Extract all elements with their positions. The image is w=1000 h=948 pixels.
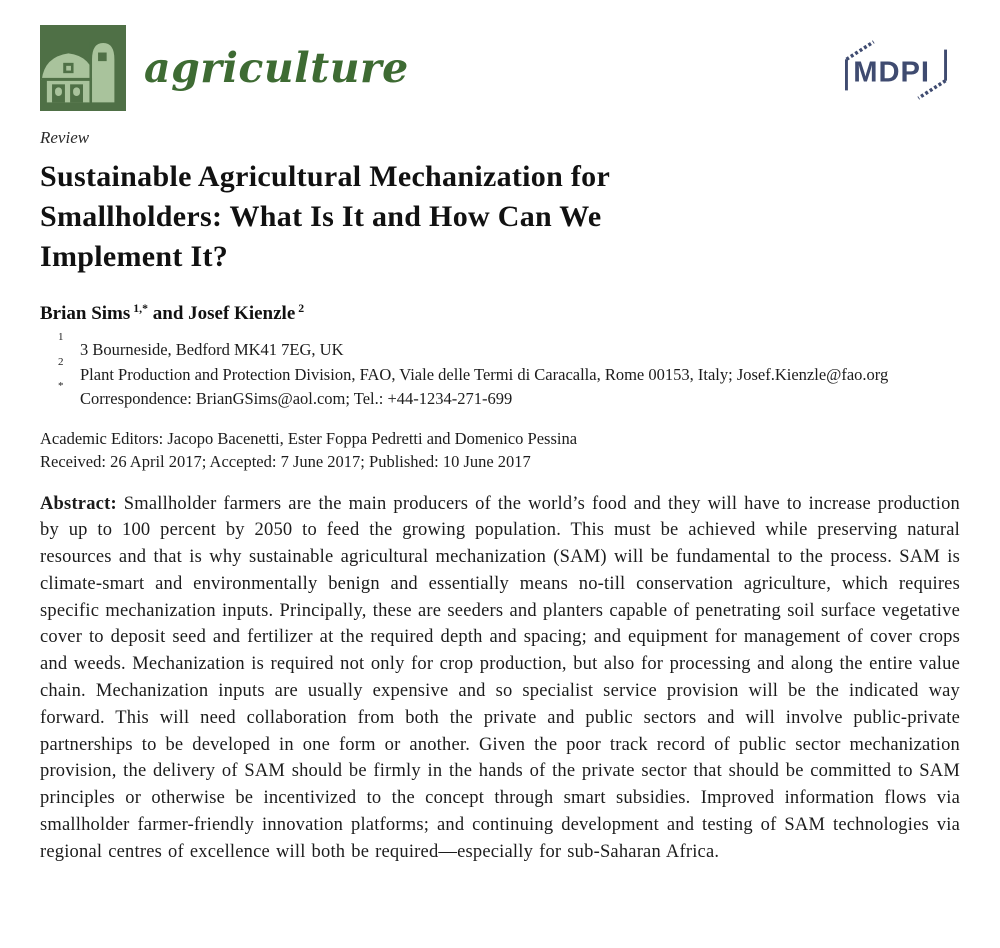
affiliation-item: 1 3 Bourneside, Bedford MK41 7EG, UK bbox=[58, 331, 344, 360]
authors-connector: and bbox=[152, 303, 184, 324]
title-line: Sustainable Agricultural Mechanization f… bbox=[40, 160, 611, 193]
authors-line: Brian Sims 1,* and Josef Kienzle 2 bbox=[40, 301, 960, 325]
page-title: Sustainable Agricultural Mechanization f… bbox=[40, 157, 960, 277]
affiliation-text: Correspondence: BrianGSims@aol.com; Tel.… bbox=[80, 389, 513, 408]
affiliation-text: 3 Bourneside, Bedford MK41 7EG, UK bbox=[80, 340, 344, 359]
barn-icon bbox=[40, 25, 126, 111]
abstract-paragraph: Abstract: Smallholder farmers are the ma… bbox=[40, 491, 960, 866]
title-line: Implement It? bbox=[40, 240, 229, 273]
abstract-label: Abstract: bbox=[40, 493, 117, 514]
affiliation-text: Plant Production and Protection Division… bbox=[80, 364, 889, 384]
editorial-info: Academic Editors: Jacopo Bacenetti, Este… bbox=[40, 427, 960, 474]
affiliation-item: * Correspondence: BrianGSims@aol.com; Te… bbox=[58, 380, 513, 409]
dates-line: Received: 26 April 2017; Accepted: 7 Jun… bbox=[40, 452, 531, 471]
mdpi-logo-icon: MDPI bbox=[845, 40, 947, 100]
journal-logo: agriculture bbox=[40, 25, 409, 111]
affiliation-list: 1 3 Bourneside, Bedford MK41 7EG, UK 2 P… bbox=[40, 331, 920, 412]
editors-line: Academic Editors: Jacopo Bacenetti, Este… bbox=[40, 428, 578, 448]
author-name: Brian Sims bbox=[40, 303, 131, 324]
abstract-text: Smallholder farmers are the main produce… bbox=[40, 493, 960, 862]
journal-header: agriculture MDPI bbox=[40, 24, 960, 112]
article-type-label: Review bbox=[40, 128, 90, 147]
journal-name: agriculture bbox=[144, 44, 409, 92]
mdpi-logo-text: MDPI bbox=[853, 57, 930, 89]
affiliation-item: 2 Plant Production and Protection Divisi… bbox=[58, 355, 889, 384]
author-superscript: 1,* bbox=[133, 301, 148, 315]
title-line: Smallholders: What Is It and How Can We bbox=[40, 200, 602, 233]
author-name: Josef Kienzle bbox=[188, 303, 296, 324]
author-superscript: 2 bbox=[298, 301, 305, 315]
